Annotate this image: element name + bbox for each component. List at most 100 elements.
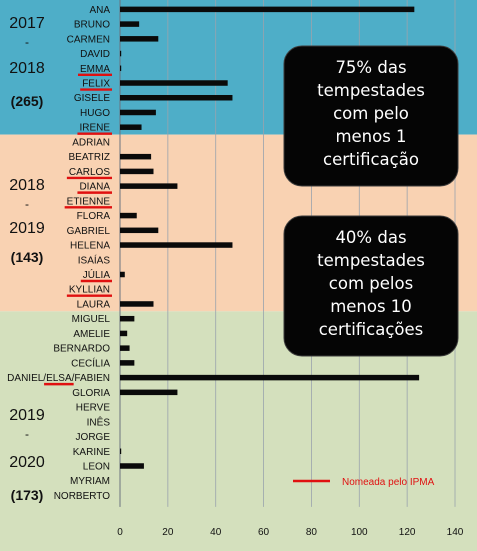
category-label: ISAÍAS [78, 253, 111, 266]
season-year-label: 2017 [9, 15, 45, 32]
legend-label: Nomeada pelo IPMA [342, 477, 435, 488]
x-tick-label: 120 [399, 527, 416, 538]
callout-line: menos 10 [330, 297, 412, 316]
bar [120, 345, 130, 351]
season-year-label: 2018 [9, 177, 45, 194]
bar [120, 374, 420, 381]
bar [120, 153, 152, 160]
callouts: 75% das tempestades com pelo menos 1 certifi… [283, 45, 459, 357]
bar [120, 360, 135, 366]
category-label: BEATRIZ [69, 152, 110, 163]
bar [120, 242, 233, 248]
bar [120, 80, 228, 86]
category-label: IRENE [79, 123, 110, 134]
category-label: FELIX [82, 79, 110, 90]
season-year-label: 2018 [9, 60, 45, 77]
season-year-label: 2019 [9, 220, 45, 237]
category-label: DAVID [80, 49, 110, 60]
category-label: HERVE [76, 403, 111, 414]
callout-line: certificação [323, 150, 419, 169]
x-tick-label: 140 [447, 527, 464, 538]
x-tick-label: 40 [210, 527, 222, 538]
category-label: KARINE [73, 447, 111, 458]
callout-line: tempestades [317, 81, 425, 100]
bars [120, 6, 420, 469]
bar [120, 227, 159, 234]
category-label: HUGO [80, 108, 110, 119]
bar [120, 109, 156, 116]
callout-line: com pelos [329, 274, 413, 293]
season-year-label: - [25, 197, 29, 211]
season-year-label: - [25, 35, 29, 49]
category-label: ANA [89, 5, 110, 16]
legend: Nomeada pelo IPMA [293, 477, 435, 488]
bar [120, 94, 233, 101]
ipma-underlines [44, 73, 112, 386]
season-count-label: (143) [11, 249, 44, 265]
callout-background [283, 45, 459, 187]
category-label: BERNARDO [53, 344, 110, 355]
category-label: AMELIE [73, 329, 110, 340]
callout-line: certificações [319, 320, 424, 339]
bar [120, 463, 144, 469]
season-year-label: - [25, 427, 29, 441]
bar [120, 330, 128, 337]
season-count-label: (173) [11, 487, 44, 503]
season-count-label: (265) [11, 93, 44, 109]
callout-line: 40% das [335, 228, 406, 247]
category-label: EMMA [80, 64, 110, 75]
category-label: NORBERTO [54, 491, 111, 502]
category-label: MYRIAM [70, 476, 110, 487]
x-tick-label: 100 [351, 527, 368, 538]
bar [120, 183, 178, 189]
bar [120, 389, 178, 396]
bar [120, 301, 154, 307]
callout-line: tempestades [317, 251, 425, 270]
bar [120, 36, 159, 42]
category-label: GABRIEL [67, 226, 111, 237]
category-label: LEON [83, 461, 110, 472]
category-label: INÊS [87, 415, 111, 428]
category-label: JORGE [76, 432, 111, 443]
category-label: HELENA [70, 241, 110, 252]
category-label: KYLLIAN [69, 285, 110, 296]
bar [120, 271, 125, 278]
callout-box: 75% das tempestades com pelo menos 1 certifi… [283, 45, 459, 187]
season-year-label: 2020 [9, 454, 45, 471]
callout-line: com pelo [333, 104, 409, 123]
x-tick-label: 20 [162, 527, 174, 538]
callout-line: 75% das [335, 58, 406, 77]
season-year-label: 2019 [9, 407, 45, 424]
category-label: MIGUEL [72, 314, 111, 325]
category-label: CARLOS [69, 167, 110, 178]
bar [120, 6, 415, 13]
bar [120, 21, 140, 27]
category-label: LAURA [77, 299, 111, 310]
category-label: BRUNO [74, 20, 110, 31]
bar [120, 168, 154, 175]
bar [120, 124, 142, 130]
bar [120, 448, 122, 455]
x-tick-label: 80 [306, 527, 318, 538]
x-tick-label: 60 [258, 527, 270, 538]
bar [120, 315, 135, 322]
category-label: DANIEL/ELSA/FABIEN [7, 373, 110, 384]
bar [120, 212, 137, 219]
category-label: ETIENNE [67, 196, 111, 207]
x-tick-label: 0 [117, 527, 123, 538]
category-label: ADRIAN [72, 137, 110, 148]
category-label: FLORA [77, 211, 111, 222]
category-labels: ANA BRUNO CARMEN DAVID EMMA FELIX GISELE HUGO IR… [7, 5, 110, 502]
category-label: CECÍLIA [71, 356, 110, 369]
callout-background [283, 215, 459, 357]
category-label: CARMEN [67, 34, 110, 45]
callout-box: 40% das tempestades com pelos menos 10 certi… [283, 215, 459, 357]
callout-line: menos 1 [335, 127, 406, 146]
bar [120, 65, 122, 72]
bar [120, 50, 122, 57]
category-label: JÚLIA [83, 268, 111, 281]
category-label: GLORIA [72, 388, 110, 399]
season-labels: 2017 - 2018 (265) 2018 - 2019 (143) 2019 - 2020 (17… [9, 15, 45, 503]
category-label: GISELE [74, 93, 110, 104]
